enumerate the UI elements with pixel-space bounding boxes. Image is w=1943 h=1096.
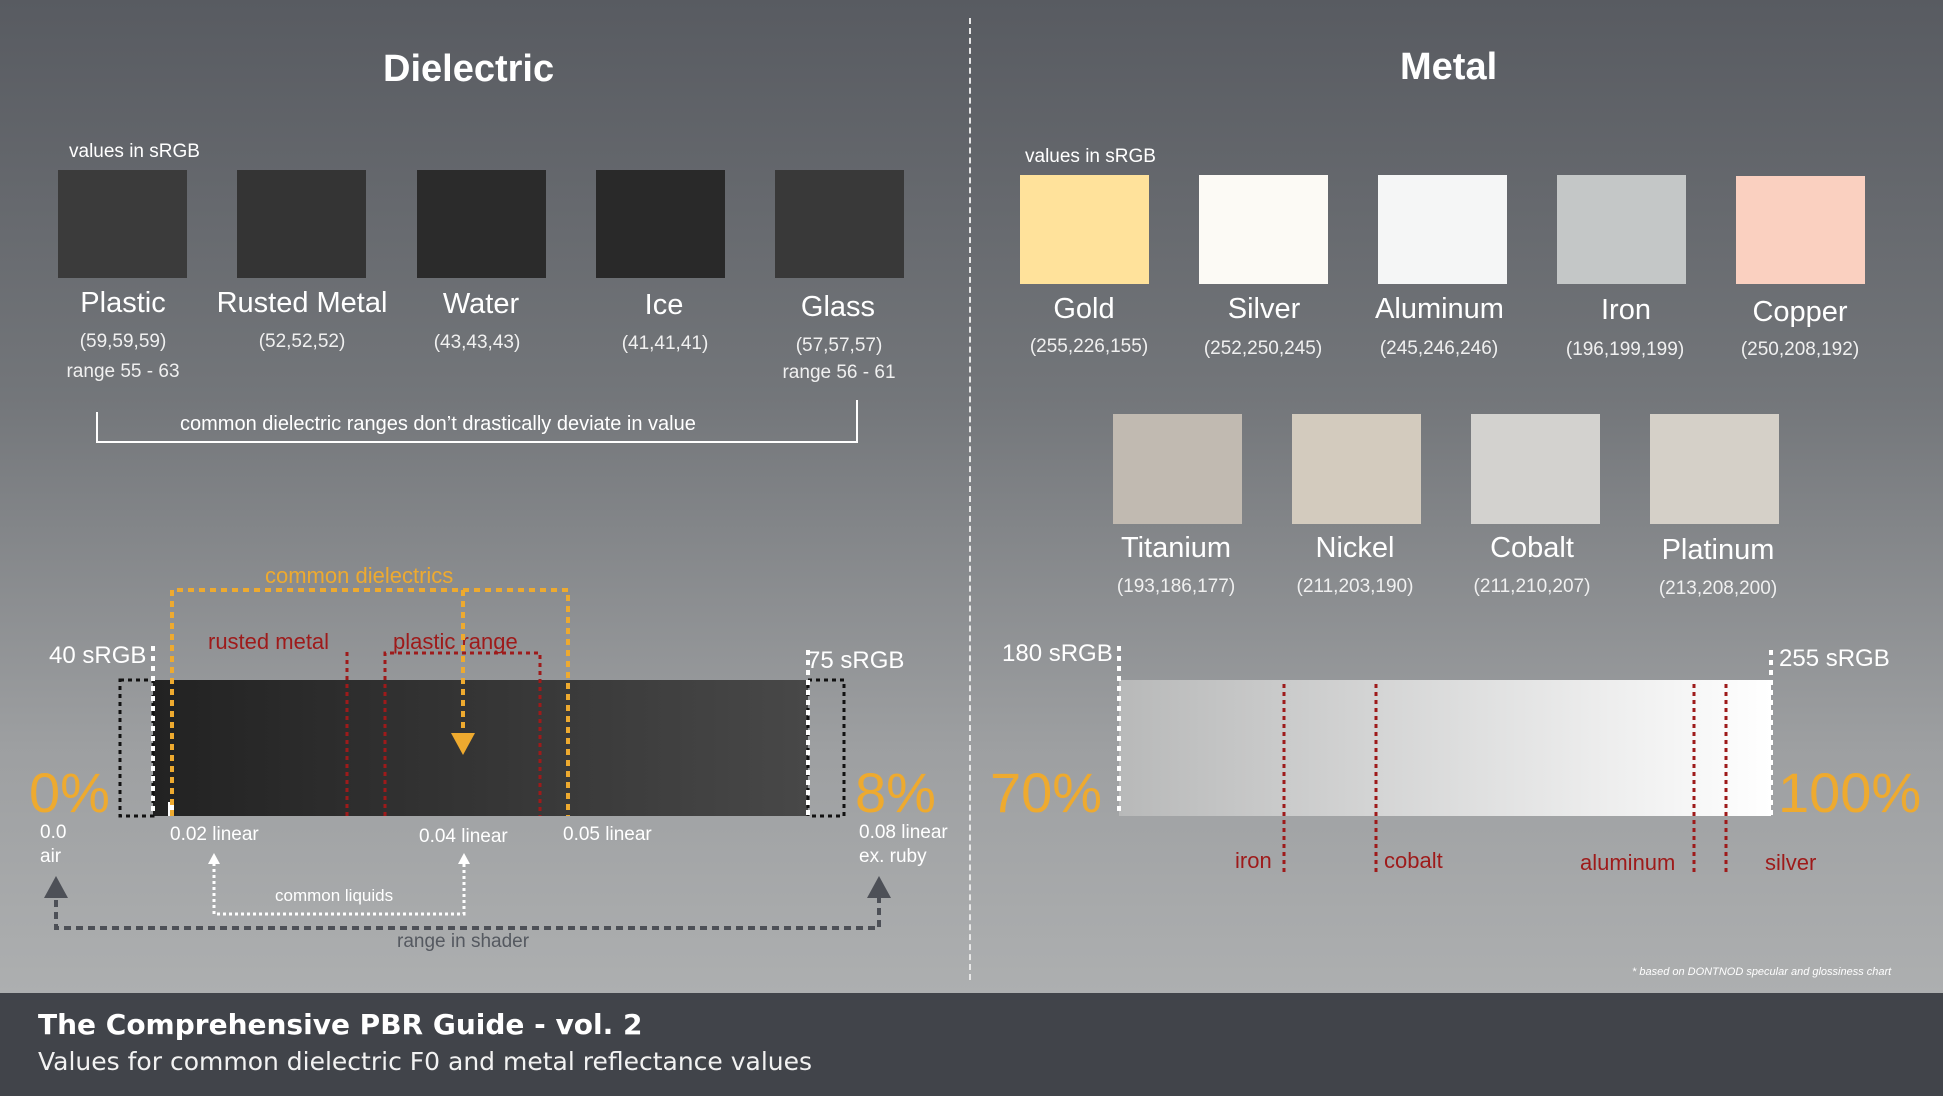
material-range-glass: range 56 - 61 [782, 362, 896, 383]
swatch-gold [1020, 175, 1149, 284]
label-cobalt-marker: cobalt [1384, 848, 1443, 873]
footer-bar [0, 993, 1943, 1096]
label-0-05-linear: 0.05 linear [563, 824, 652, 845]
material-name-nickel: Nickel [1315, 532, 1395, 564]
swatch-titanium [1113, 414, 1242, 524]
material-name-glass: Glass [800, 291, 876, 323]
swatch-cobalt [1471, 414, 1600, 524]
metal-title: Metal [1400, 46, 1498, 88]
swatch-silver [1199, 175, 1328, 284]
material-name-gold: Gold [1053, 293, 1115, 325]
material-rgb-cobalt: (211,210,207) [1473, 576, 1591, 597]
metal-values-note: values in sRGB [1025, 146, 1156, 167]
material-name-water: Water [442, 288, 520, 320]
material-rgb-gold: (255,226,155) [1029, 336, 1149, 357]
material-name-plastic: Plastic [80, 287, 166, 319]
material-range-plastic: range 55 - 63 [66, 361, 180, 382]
label-common-liquids: common liquids [275, 886, 394, 905]
label-aluminum-marker: aluminum [1580, 850, 1676, 875]
material-rgb-silver: (252,250,245) [1203, 338, 1323, 359]
material-rgb-plastic: (59,59,59) [79, 331, 167, 352]
label-0-linear: 0.0 [40, 822, 67, 843]
material-name-rusted-metal: Rusted Metal [216, 287, 388, 319]
footer-subtitle: Values for common dielectric F0 and meta… [38, 1047, 813, 1076]
section-divider [969, 18, 971, 980]
material-name-iron: Iron [1601, 294, 1651, 326]
label-air: air [40, 846, 62, 867]
dielectric-bracket-note: common dielectric ranges don’t drastical… [180, 413, 696, 435]
material-name-titanium: Titanium [1120, 532, 1232, 564]
material-rgb-copper: (250,208,192) [1740, 339, 1860, 360]
swatch-aluminum [1378, 175, 1507, 284]
label-75-srgb: 75 sRGB [807, 647, 905, 674]
label-rusted-metal: rusted metal [208, 629, 330, 654]
label-2-percent: 2% [181, 761, 262, 824]
swatch-platinum [1650, 414, 1779, 524]
material-rgb-titanium: (193,186,177) [1116, 576, 1236, 597]
footnote: * based on DONTNOD specular and glossine… [1632, 966, 1892, 978]
material-name-platinum: Platinum [1661, 534, 1775, 566]
swatch-rusted-metal [237, 170, 366, 278]
label-0-percent: 0% [29, 761, 110, 824]
material-rgb-ice: (41,41,41) [621, 333, 709, 354]
label-5-percent: 5% [573, 761, 654, 824]
dielectric-values-note: values in sRGB [69, 141, 200, 162]
swatch-water [417, 170, 546, 278]
label-0-02-linear: 0.02 linear [170, 824, 259, 845]
footer-title: The Comprehensive PBR Guide - vol. 2 [38, 1008, 643, 1041]
swatch-iron [1557, 175, 1686, 284]
material-rgb-platinum: (213,208,200) [1658, 578, 1778, 599]
swatch-plastic [58, 170, 187, 278]
label-70-percent: 70% [990, 761, 1103, 824]
swatch-glass [775, 170, 904, 278]
material-name-copper: Copper [1752, 296, 1848, 328]
swatch-copper [1736, 176, 1865, 284]
label-255-srgb: 255 sRGB [1779, 645, 1890, 672]
material-rgb-nickel: (211,203,190) [1296, 576, 1414, 597]
label-4-percent: 4% [420, 761, 501, 824]
label-40-srgb: 40 sRGB [49, 642, 147, 669]
label-0-08-linear: 0.08 linear [859, 822, 948, 843]
label-100-percent: 100% [1778, 761, 1922, 824]
material-rgb-glass: (57,57,57) [795, 335, 883, 356]
material-name-aluminum: Aluminum [1375, 293, 1504, 325]
label-range-in-shader: range in shader [397, 931, 530, 952]
material-rgb-aluminum: (245,246,246) [1379, 338, 1499, 359]
label-8-percent: 8% [855, 761, 936, 824]
material-name-silver: Silver [1227, 293, 1301, 325]
label-ex-ruby: ex. ruby [859, 846, 927, 867]
label-silver-marker: silver [1765, 850, 1817, 875]
material-name-cobalt: Cobalt [1490, 532, 1574, 564]
label-0-04-linear: 0.04 linear [419, 826, 508, 847]
label-180-srgb: 180 sRGB [1002, 640, 1113, 667]
label-iron-marker: iron [1235, 848, 1272, 873]
label-plastic-range: plastic range [393, 629, 518, 654]
material-rgb-rusted-metal: (52,52,52) [258, 331, 346, 352]
dielectric-title: Dielectric [383, 48, 555, 90]
material-rgb-water: (43,43,43) [433, 332, 521, 353]
material-rgb-iron: (196,199,199) [1565, 339, 1685, 360]
swatch-nickel [1292, 414, 1421, 524]
swatch-ice [596, 170, 725, 278]
material-name-ice: Ice [644, 289, 684, 321]
chart-area [0, 0, 1943, 993]
label-common-dielectrics: common dielectrics [265, 563, 454, 588]
